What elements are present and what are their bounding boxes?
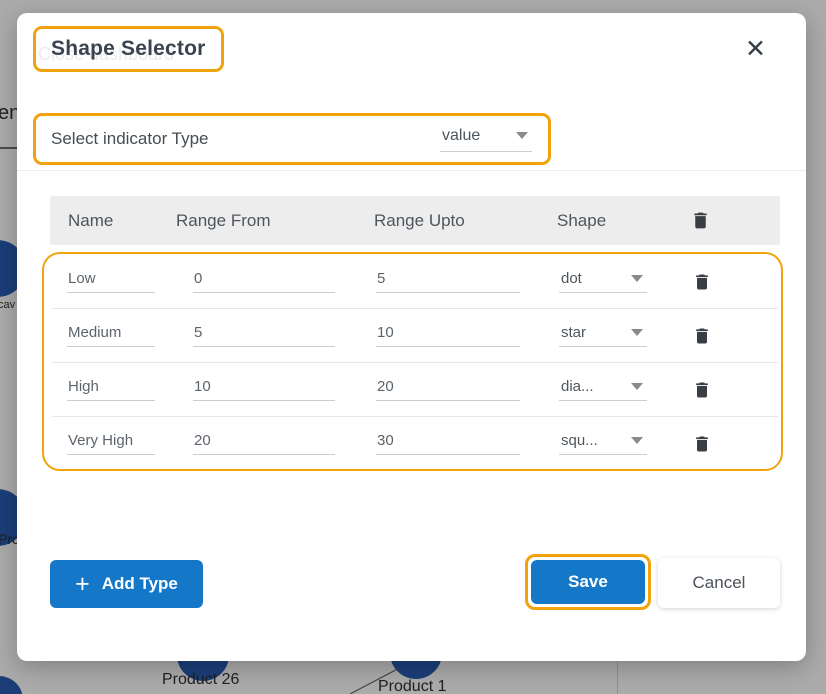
- ghost-tooltip-text: Close dashboard: [38, 44, 175, 64]
- trash-icon: [693, 212, 707, 229]
- add-type-button[interactable]: + Add Type: [50, 560, 203, 608]
- background-partial-text: cav: [0, 299, 16, 311]
- plus-icon: +: [75, 569, 90, 598]
- table-row: dot: [52, 255, 778, 309]
- shape-select[interactable]: dia...: [559, 378, 647, 401]
- shape-select[interactable]: star: [559, 324, 647, 347]
- shape-value: squ...: [561, 432, 598, 449]
- shape-value: dot: [561, 270, 582, 287]
- background-partial-text: Pro: [0, 531, 20, 547]
- rows-highlight-box: dot star: [42, 252, 783, 471]
- delete-all-button[interactable]: [686, 207, 714, 235]
- range-from-input[interactable]: [193, 432, 335, 455]
- dialog-title: Shape Selector: [51, 37, 206, 60]
- background-label-product-1: Product 1: [378, 678, 447, 694]
- shape-select[interactable]: dot: [559, 270, 647, 293]
- range-from-input[interactable]: [193, 270, 335, 293]
- column-header-name: Name: [68, 210, 114, 230]
- delete-row-button[interactable]: [688, 322, 716, 350]
- delete-row-button[interactable]: [688, 376, 716, 404]
- trash-icon: [696, 328, 708, 343]
- shape-selector-dialog: Close dashboard Shape Selector ✕ Select …: [17, 13, 806, 661]
- save-highlight-box: Save: [525, 554, 651, 610]
- background-line: [0, 147, 17, 149]
- range-upto-input[interactable]: [376, 270, 520, 293]
- trash-icon: [696, 436, 708, 451]
- title-highlight-box: Shape Selector: [33, 26, 224, 72]
- shape-select[interactable]: squ...: [559, 432, 647, 455]
- indicator-type-select[interactable]: value: [440, 127, 532, 152]
- column-header-shape: Shape: [557, 210, 607, 230]
- column-header-range-upto: Range Upto: [374, 210, 465, 230]
- range-upto-input[interactable]: [376, 324, 520, 347]
- delete-row-button[interactable]: [688, 430, 716, 458]
- name-input[interactable]: [67, 378, 155, 401]
- chevron-down-icon: [631, 329, 643, 336]
- trash-icon: [696, 274, 708, 289]
- table-row: dia...: [52, 363, 778, 417]
- indicator-type-value: value: [442, 126, 481, 144]
- chevron-down-icon: [516, 132, 528, 139]
- name-input[interactable]: [67, 432, 155, 455]
- chevron-down-icon: [631, 437, 643, 444]
- background-gridline: [617, 661, 618, 694]
- indicator-type-section: Select indicator Type value: [33, 113, 551, 165]
- chevron-down-icon: [631, 275, 643, 282]
- background-label-product-26: Product 26: [162, 671, 240, 688]
- chevron-down-icon: [631, 383, 643, 390]
- section-divider: [17, 170, 806, 171]
- delete-row-button[interactable]: [688, 268, 716, 296]
- range-from-input[interactable]: [193, 378, 335, 401]
- cancel-button[interactable]: Cancel: [658, 558, 780, 608]
- column-header-range-from: Range From: [176, 210, 271, 230]
- save-button[interactable]: Save: [531, 560, 645, 604]
- shape-value: star: [561, 324, 587, 341]
- range-upto-input[interactable]: [376, 432, 520, 455]
- name-input[interactable]: [67, 270, 155, 293]
- range-upto-input[interactable]: [376, 378, 520, 401]
- table-row: squ...: [52, 417, 778, 469]
- close-icon[interactable]: ✕: [745, 35, 766, 63]
- table-row: star: [52, 309, 778, 363]
- trash-icon: [696, 382, 708, 397]
- name-input[interactable]: [67, 324, 155, 347]
- indicator-type-label: Select indicator Type: [51, 129, 209, 148]
- shape-value: dia...: [561, 378, 594, 395]
- background-bubble: [0, 676, 23, 694]
- add-type-label: Add Type: [101, 574, 178, 593]
- table-header: Name Range From Range Upto Shape: [50, 196, 780, 245]
- range-from-input[interactable]: [193, 324, 335, 347]
